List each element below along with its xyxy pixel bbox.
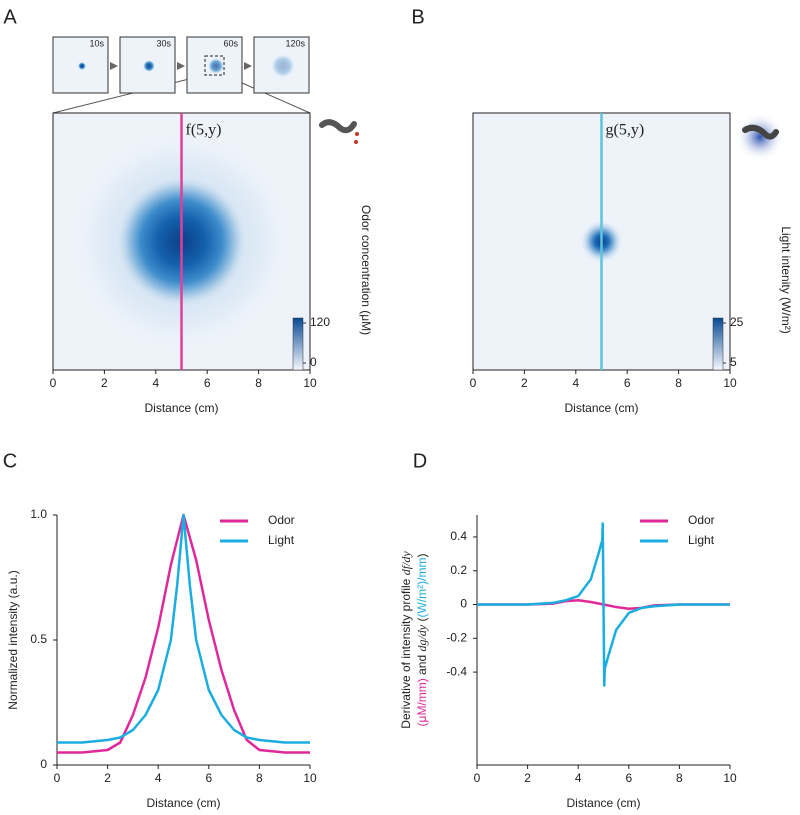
colorbar-tick-label: 5 — [730, 355, 737, 369]
y-tick-label: 0 — [40, 757, 47, 771]
profile-label: f(5,y) — [186, 122, 222, 139]
time-label: 10s — [89, 38, 104, 48]
x-tick-label: 10 — [303, 376, 317, 390]
thumbnail-spot — [271, 54, 295, 78]
arrow-head — [110, 62, 118, 70]
y-axis-label-part: df/dy — [399, 551, 413, 576]
x-tick-label: 10 — [303, 771, 317, 785]
thumbnail — [186, 36, 243, 94]
x-tick-label: 0 — [54, 771, 61, 785]
panel-label: D — [413, 450, 427, 472]
x-axis-label: Distance (cm) — [146, 796, 220, 810]
x-tick-label: 2 — [524, 771, 531, 785]
x-tick-label: 4 — [155, 771, 162, 785]
y-tick-label: 0.4 — [450, 529, 467, 543]
y-axis-label-part: and — [415, 652, 429, 679]
time-label: 30s — [156, 38, 171, 48]
thumbnail-spot — [143, 60, 155, 72]
colorbar-tick-label: 25 — [730, 315, 744, 329]
profile-label: g(5,y) — [606, 122, 645, 139]
x-tick-label: 8 — [676, 771, 683, 785]
data-line — [57, 513, 310, 754]
legend-label: Light — [268, 533, 295, 547]
x-axis-label: Distance (cm) — [566, 796, 640, 810]
x-tick-label: 4 — [575, 771, 582, 785]
y-axis-label-part: ( — [415, 618, 429, 625]
colorbar — [712, 317, 724, 371]
x-tick-label: 2 — [104, 771, 111, 785]
x-tick-label: 6 — [204, 376, 211, 390]
x-tick-label: 4 — [152, 376, 159, 390]
panel-label: C — [3, 450, 17, 472]
y-tick-label: -0.2 — [446, 630, 467, 644]
x-axis-label: Distance (cm) — [144, 401, 218, 415]
x-tick-label: 6 — [625, 771, 632, 785]
y-axis-label-part: Derivative of intensity profile — [399, 575, 413, 728]
arrow-head — [244, 62, 252, 70]
time-label: 60s — [223, 38, 238, 48]
data-line — [477, 522, 730, 687]
colorbar-tick-label: 120 — [310, 315, 330, 329]
x-tick-label: 2 — [101, 376, 108, 390]
x-tick-label: 0 — [50, 376, 57, 390]
x-tick-label: 2 — [521, 376, 528, 390]
x-tick-label: 0 — [474, 771, 481, 785]
y-axis-label-part: dg/dy — [415, 624, 429, 651]
colorbar-label: Light intenity (W/m²) — [779, 226, 793, 333]
x-tick-label: 0 — [470, 376, 477, 390]
x-tick-label: 6 — [205, 771, 212, 785]
x-tick-label: 8 — [675, 376, 682, 390]
y-tick-label: 0 — [460, 597, 467, 611]
arrow-head — [177, 62, 185, 70]
x-tick-label: 8 — [256, 771, 263, 785]
y-tick-label: 1.0 — [30, 507, 47, 521]
legend-label: Odor — [688, 513, 715, 527]
y-axis-label-part: ) — [415, 554, 429, 558]
x-tick-label: 8 — [255, 376, 262, 390]
colorbar — [292, 317, 304, 371]
panel-label: A — [3, 6, 17, 28]
y-axis-label-part: (μM/mm) — [415, 678, 429, 726]
worm-icon-light — [736, 113, 784, 161]
y-tick-label: -0.4 — [446, 664, 467, 678]
time-label: 120s — [285, 38, 305, 48]
x-tick-label: 10 — [723, 771, 737, 785]
y-tick-label: 0.2 — [450, 563, 467, 577]
y-axis-label: Normalized intensity (a.u.) — [6, 570, 20, 709]
y-axis-label-part: (W/m²)/mm — [415, 558, 429, 618]
zoom-line — [52, 74, 206, 114]
colorbar-label: Odor concentration (μM) — [359, 205, 373, 335]
y-tick-label: 0.5 — [30, 632, 47, 646]
x-tick-label: 10 — [723, 376, 737, 390]
data-line — [57, 513, 310, 744]
colorbar-tick-label: 0 — [310, 355, 317, 369]
zoom-box — [204, 55, 225, 76]
x-axis-label: Distance (cm) — [564, 401, 638, 415]
x-tick-label: 4 — [572, 376, 579, 390]
y-axis-label: Derivative of intensity profile df/dy — [399, 551, 413, 729]
panel-label: B — [411, 6, 424, 28]
legend-label: Light — [688, 533, 715, 547]
worm-icon — [319, 119, 359, 144]
thumbnail-spot — [78, 62, 86, 70]
x-tick-label: 6 — [624, 376, 631, 390]
legend-label: Odor — [268, 513, 295, 527]
thumbnail-spot — [208, 58, 224, 74]
y-axis-label: (μM/mm) and dg/dy ((W/m²)/mm) — [415, 554, 429, 727]
